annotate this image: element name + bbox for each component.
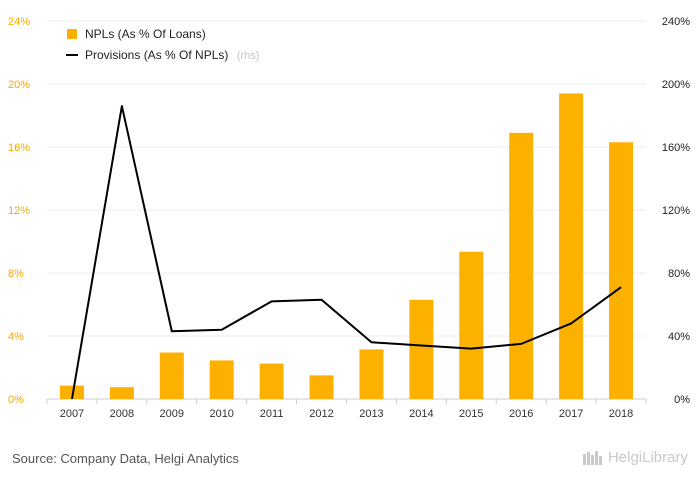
grid-lines (46, 20, 647, 404)
x-tick-label: 2017 (559, 408, 583, 420)
npl-bar-2009 (159, 352, 184, 399)
left-tick-label: 24% (8, 16, 30, 28)
left-axis-ticks: 0% 4% 8% 12% 16% 20% 24% (8, 16, 30, 406)
legend-line-note: (rhs) (237, 50, 260, 62)
npl-bar-2013 (359, 349, 384, 399)
npl-bar-2012 (309, 375, 334, 399)
right-tick-label: 0% (674, 394, 690, 406)
right-tick-label: 80% (668, 268, 690, 280)
x-tick-label: 2012 (309, 408, 333, 420)
npl-bar-2016 (509, 132, 534, 399)
x-axis-ticks: 2007 2008 2009 2010 2011 2012 2013 2014 2015 2016… (60, 408, 634, 420)
right-tick-label: 240% (662, 16, 690, 28)
legend-line-label: Provisions (As % Of NPLs) (85, 48, 228, 62)
npl-bar-2011 (259, 363, 284, 399)
npl-bar-2018 (609, 142, 634, 399)
npl-bar-2014 (409, 299, 434, 399)
helgi-library-logo: HelgiLibrary (582, 449, 688, 466)
legend: NPLs (As % Of Loans) Provisions (As % Of… (66, 27, 259, 63)
left-tick-label: 16% (8, 142, 30, 154)
x-tick-label: 2015 (459, 408, 483, 420)
x-tick-label: 2007 (60, 408, 84, 420)
npl-bar-2015 (459, 251, 484, 399)
source-note: Source: Company Data, Helgi Analytics (12, 451, 239, 466)
right-tick-label: 120% (662, 205, 690, 217)
chart: 0% 4% 8% 12% 16% 20% 24% 0% 40% 80% 120% 160% 200% 2… (8, 16, 690, 420)
legend-line-entry: Provisions (As % Of NPLs) (rhs) (85, 46, 259, 63)
right-tick-label: 200% (662, 79, 690, 91)
library-logo-icon (582, 450, 602, 465)
npl-bar-2008 (109, 387, 134, 399)
left-tick-label: 12% (8, 205, 30, 217)
x-tick-label: 2011 (260, 408, 284, 420)
left-tick-label: 8% (8, 268, 24, 280)
logo-text: HelgiLibrary (607, 449, 688, 466)
x-tick-label: 2014 (409, 408, 433, 420)
left-tick-label: 20% (8, 79, 30, 91)
left-tick-label: 0% (8, 394, 24, 406)
provisions-line (70, 105, 622, 400)
legend-bar-swatch (67, 29, 77, 39)
npl-bars (59, 93, 634, 399)
x-tick-label: 2010 (209, 408, 233, 420)
x-tick-label: 2018 (609, 408, 633, 420)
npl-bar-2017 (559, 93, 584, 399)
x-tick-label: 2009 (160, 408, 184, 420)
right-tick-label: 160% (662, 142, 690, 154)
right-axis-ticks: 0% 40% 80% 120% 160% 200% 240% (662, 16, 690, 406)
left-tick-label: 4% (8, 331, 24, 343)
provisions-line-group (70, 105, 622, 400)
npl-bar-2007 (59, 385, 84, 399)
legend-bar-label: NPLs (As % Of Loans) (85, 27, 206, 41)
x-tick-label: 2013 (359, 408, 383, 420)
x-tick-label: 2008 (110, 408, 134, 420)
right-tick-label: 40% (668, 331, 690, 343)
npl-bar-2010 (209, 360, 234, 399)
x-tick-label: 2016 (509, 408, 533, 420)
